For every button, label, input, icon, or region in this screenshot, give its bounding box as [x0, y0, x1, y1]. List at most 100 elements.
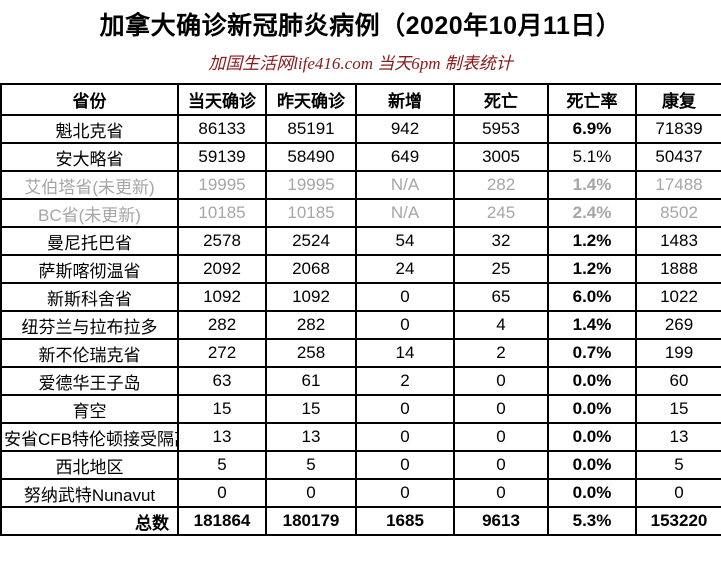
cell-today: 19995 [177, 170, 267, 200]
table-row: 西北地区 5 5 0 0 0.0% 5 [0, 450, 721, 480]
cell-today: 10185 [177, 198, 267, 228]
cell-deaths: 25 [453, 254, 549, 284]
cell-today: 2578 [177, 226, 267, 256]
total-deaths: 9613 [453, 506, 549, 536]
cell-death-rate: 0.7% [547, 338, 637, 368]
cell-recovered: 1022 [635, 282, 721, 312]
table-row: 曼尼托巴省 2578 2524 54 32 1.2% 1483 [0, 226, 721, 256]
cell-province: BC省(未更新) [0, 198, 179, 228]
cell-new-cases: 0 [355, 450, 455, 480]
page-title: 加拿大确诊新冠肺炎病例（2020年10月11日） [99, 12, 622, 40]
cell-death-rate: 0.0% [547, 450, 637, 480]
cell-province: 西北地区 [0, 450, 179, 480]
cell-today: 15 [177, 394, 267, 424]
cell-today: 86133 [177, 114, 267, 144]
cell-province: 新不伦瑞克省 [0, 338, 179, 368]
cell-new-cases: 54 [355, 226, 455, 256]
cell-recovered: 15 [635, 394, 721, 424]
cell-deaths: 282 [453, 170, 549, 200]
table-body: 魁北克省 86133 85191 942 5953 6.9% 71839 安大略省 59139 5… [0, 114, 721, 508]
table-row: 安大略省 59139 58490 649 3005 5.1% 50437 [0, 142, 721, 172]
cell-province: 纽芬兰与拉布拉多 [0, 310, 179, 340]
table-row: 安省CFB特伦顿接受隔离 13 13 0 0 0.0% 13 [0, 422, 721, 452]
covid-stats-table: 省份 当天确诊 昨天确诊 新增 死亡 死亡率 康复 魁北克省 86133 85191… [0, 83, 721, 536]
cell-recovered: 8502 [635, 198, 721, 228]
cell-recovered: 13 [635, 422, 721, 452]
header-row: 省份 当天确诊 昨天确诊 新增 死亡 死亡率 康复 [0, 83, 721, 116]
cell-yesterday: 282 [265, 310, 357, 340]
table-header: 省份 当天确诊 昨天确诊 新增 死亡 死亡率 康复 [0, 83, 721, 116]
cell-deaths: 0 [453, 450, 549, 480]
header-recovered: 康复 [635, 83, 721, 116]
cell-recovered: 60 [635, 366, 721, 396]
total-label: 总数 [0, 506, 179, 536]
table-row: 爱德华王子岛 63 61 2 0 0.0% 60 [0, 366, 721, 396]
cell-deaths: 2 [453, 338, 549, 368]
cell-recovered: 17488 [635, 170, 721, 200]
cell-yesterday: 15 [265, 394, 357, 424]
cell-yesterday: 1092 [265, 282, 357, 312]
header-today-confirmed: 当天确诊 [177, 83, 267, 116]
table-row: 萨斯喀彻温省 2092 2068 24 25 1.2% 1888 [0, 254, 721, 284]
cell-today: 282 [177, 310, 267, 340]
cell-deaths: 3005 [453, 142, 549, 172]
cell-yesterday: 61 [265, 366, 357, 396]
total-death-rate: 5.3% [547, 506, 637, 536]
cell-new-cases: 942 [355, 114, 455, 144]
cell-death-rate: 0.0% [547, 478, 637, 508]
cell-deaths: 5953 [453, 114, 549, 144]
cell-recovered: 71839 [635, 114, 721, 144]
table-row: 纽芬兰与拉布拉多 282 282 0 4 1.4% 269 [0, 310, 721, 340]
cell-death-rate: 2.4% [547, 198, 637, 228]
cell-province: 魁北克省 [0, 114, 179, 144]
cell-yesterday: 13 [265, 422, 357, 452]
cell-yesterday: 58490 [265, 142, 357, 172]
cell-death-rate: 6.0% [547, 282, 637, 312]
cell-death-rate: 0.0% [547, 366, 637, 396]
cell-new-cases: 649 [355, 142, 455, 172]
cell-death-rate: 1.4% [547, 310, 637, 340]
cell-province: 新斯科舍省 [0, 282, 179, 312]
total-row: 总数 181864 180179 1685 9613 5.3% 153220 [0, 506, 721, 536]
cell-death-rate: 0.0% [547, 422, 637, 452]
cell-yesterday: 5 [265, 450, 357, 480]
header-new-cases: 新增 [355, 83, 455, 116]
cell-province: 曼尼托巴省 [0, 226, 179, 256]
cell-yesterday: 19995 [265, 170, 357, 200]
cell-yesterday: 258 [265, 338, 357, 368]
table-row: 努纳武特Nunavut 0 0 0 0 0.0% 0 [0, 478, 721, 508]
cell-province: 努纳武特Nunavut [0, 478, 179, 508]
table-row: 新斯科舍省 1092 1092 0 65 6.0% 1022 [0, 282, 721, 312]
header-death-rate: 死亡率 [547, 83, 637, 116]
total-today: 181864 [177, 506, 267, 536]
cell-deaths: 0 [453, 366, 549, 396]
cell-recovered: 0 [635, 478, 721, 508]
cell-death-rate: 1.2% [547, 226, 637, 256]
page-subtitle: 加国生活网life416.com 当天6pm 制表统计 [208, 54, 513, 73]
total-yesterday: 180179 [265, 506, 357, 536]
cell-recovered: 5 [635, 450, 721, 480]
cell-yesterday: 0 [265, 478, 357, 508]
cell-death-rate: 1.4% [547, 170, 637, 200]
table-footer: 总数 181864 180179 1685 9613 5.3% 153220 [0, 506, 721, 536]
table-row: 育空 15 15 0 0 0.0% 15 [0, 394, 721, 424]
header-deaths: 死亡 [453, 83, 549, 116]
cell-recovered: 1483 [635, 226, 721, 256]
cell-province: 安大略省 [0, 142, 179, 172]
total-new-cases: 1685 [355, 506, 455, 536]
cell-new-cases: 14 [355, 338, 455, 368]
cell-death-rate: 6.9% [547, 114, 637, 144]
cell-recovered: 50437 [635, 142, 721, 172]
cell-yesterday: 85191 [265, 114, 357, 144]
cell-deaths: 65 [453, 282, 549, 312]
cell-death-rate: 5.1% [547, 142, 637, 172]
cell-new-cases: 0 [355, 310, 455, 340]
table-row: 艾伯塔省(未更新) 19995 19995 N/A 282 1.4% 17488 [0, 170, 721, 200]
cell-yesterday: 10185 [265, 198, 357, 228]
cell-deaths: 245 [453, 198, 549, 228]
cell-new-cases: N/A [355, 198, 455, 228]
cell-new-cases: 0 [355, 422, 455, 452]
cell-province: 艾伯塔省(未更新) [0, 170, 179, 200]
cell-today: 5 [177, 450, 267, 480]
